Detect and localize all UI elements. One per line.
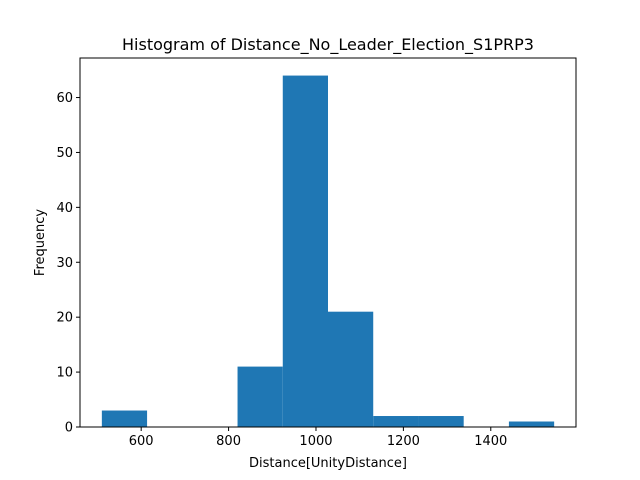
- y-tick-label: 0: [65, 421, 73, 436]
- histogram-bar: [328, 311, 374, 427]
- y-tick-label: 20: [56, 311, 73, 326]
- y-axis-label: Frequency: [33, 209, 48, 276]
- histogram-bar: [282, 75, 328, 427]
- histogram-bar: [101, 410, 148, 427]
- y-tick-label: 30: [56, 256, 73, 271]
- x-axis-label: Distance[UnityDistance]: [249, 456, 407, 471]
- x-tick-label: 600: [129, 434, 154, 449]
- y-tick-label: 60: [56, 91, 73, 106]
- histogram-bar: [373, 416, 419, 427]
- histogram-bar: [508, 421, 555, 427]
- y-tick-label: 40: [56, 201, 73, 216]
- chart-title: Histogram of Distance_No_Leader_Election…: [122, 35, 534, 55]
- x-tick-label: 1200: [387, 434, 420, 449]
- x-tick-label: 1400: [474, 434, 507, 449]
- bars-group: [101, 75, 555, 427]
- x-axis-ticks: 600 800 1000 1200 1400: [129, 427, 507, 449]
- histogram-bar: [237, 366, 283, 427]
- plot-frame: [79, 57, 577, 428]
- x-tick-label: 800: [216, 434, 241, 449]
- histogram-bar: [418, 416, 464, 427]
- y-axis-ticks: 0 10 20 30 40 50 60: [56, 91, 80, 436]
- x-tick-label: 1000: [299, 434, 332, 449]
- y-tick-label: 50: [56, 146, 73, 161]
- y-tick-label: 10: [56, 366, 73, 381]
